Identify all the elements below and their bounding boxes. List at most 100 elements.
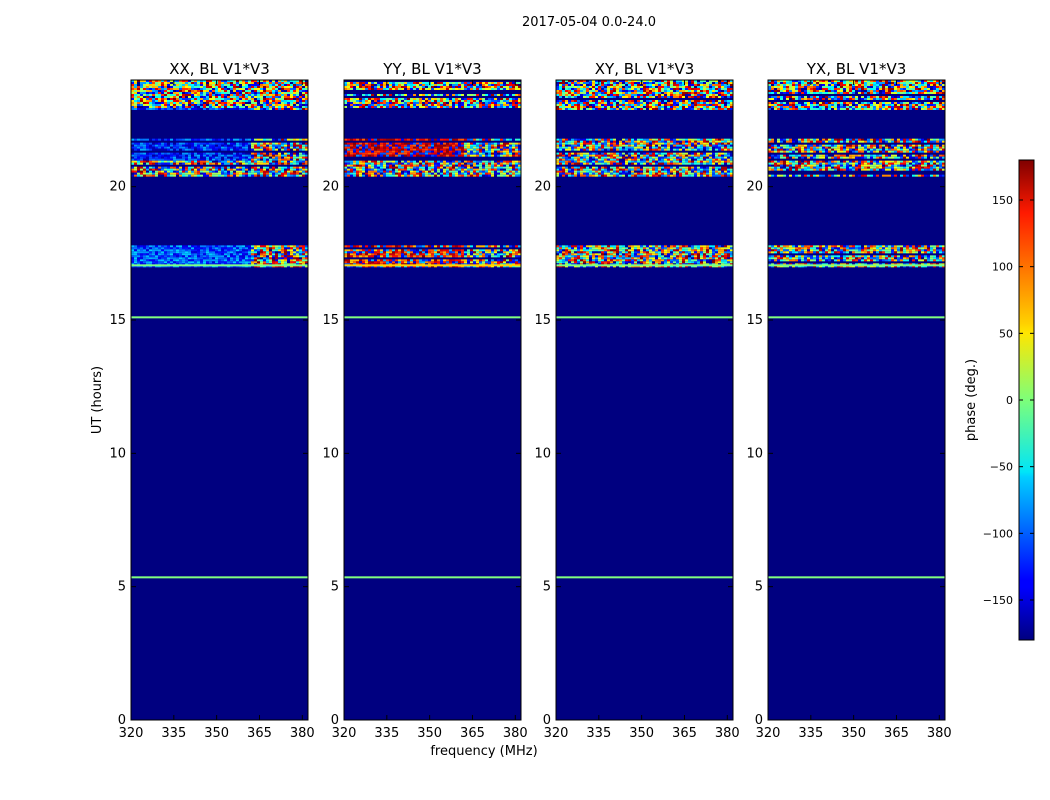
heatmap-cell bbox=[601, 80, 604, 82]
heatmap-cell bbox=[299, 102, 302, 104]
heatmap-cell bbox=[179, 259, 182, 262]
heatmap-cell bbox=[302, 102, 305, 104]
heatmap-cell bbox=[227, 146, 230, 149]
heatmap-cell bbox=[161, 255, 164, 258]
heatmap-cell bbox=[458, 160, 461, 163]
heatmap-cell bbox=[194, 94, 197, 96]
heatmap-cell bbox=[595, 80, 598, 82]
heatmap-cell bbox=[149, 102, 152, 104]
heatmap-cell bbox=[149, 100, 152, 102]
heatmap-cell bbox=[434, 84, 437, 86]
heatmap-cell bbox=[374, 146, 377, 149]
heatmap-cell bbox=[305, 251, 308, 254]
heatmap-cell bbox=[518, 166, 521, 169]
heatmap-cell bbox=[497, 251, 500, 254]
heatmap-cell bbox=[158, 152, 161, 155]
heatmap-cell bbox=[218, 94, 221, 96]
heatmap-cell bbox=[185, 96, 188, 98]
heatmap-cell bbox=[419, 154, 422, 157]
heatmap-cell bbox=[200, 261, 203, 264]
heatmap-cell bbox=[179, 152, 182, 155]
heatmap-cell bbox=[374, 174, 377, 177]
heatmap-cell bbox=[233, 261, 236, 264]
heatmap-cell bbox=[173, 96, 176, 98]
heatmap-cell bbox=[143, 108, 146, 110]
heatmap-cell bbox=[179, 154, 182, 157]
heatmap-cell bbox=[212, 253, 215, 256]
heatmap-cell bbox=[278, 156, 281, 159]
heatmap-cell bbox=[443, 174, 446, 177]
heatmap-cell bbox=[491, 100, 494, 102]
heatmap-cell bbox=[440, 245, 443, 248]
heatmap-cell bbox=[167, 92, 170, 94]
heatmap-cell bbox=[347, 261, 350, 264]
heatmap-cell bbox=[497, 160, 500, 163]
heatmap-cell bbox=[434, 148, 437, 151]
heatmap-cell bbox=[422, 259, 425, 262]
heatmap-cell bbox=[221, 144, 224, 147]
heatmap-cell bbox=[377, 142, 380, 145]
heatmap-cell bbox=[509, 255, 512, 258]
heatmap-cell bbox=[431, 170, 434, 173]
heatmap-cell bbox=[173, 84, 176, 86]
heatmap-cell bbox=[164, 247, 167, 250]
heatmap-cell bbox=[182, 158, 185, 161]
heatmap-cell bbox=[278, 90, 281, 92]
heatmap-cell bbox=[170, 257, 173, 260]
heatmap-cell bbox=[176, 253, 179, 256]
heatmap-cell bbox=[518, 152, 521, 155]
heatmap-cell bbox=[170, 162, 173, 165]
heatmap-cell bbox=[515, 168, 518, 171]
heatmap-cell bbox=[619, 86, 622, 88]
heatmap-cell bbox=[224, 96, 227, 98]
heatmap-cell bbox=[359, 84, 362, 86]
heatmap-cell bbox=[637, 86, 640, 88]
heatmap-cell bbox=[140, 84, 143, 86]
heatmap-cell bbox=[407, 170, 410, 173]
heatmap-cell bbox=[284, 172, 287, 175]
heatmap-cell bbox=[356, 152, 359, 155]
heatmap-cell bbox=[260, 253, 263, 256]
heatmap-cell bbox=[449, 150, 452, 153]
heatmap-cell bbox=[218, 88, 221, 90]
heatmap-cell bbox=[350, 88, 353, 90]
heatmap-cell bbox=[446, 84, 449, 86]
heatmap-cell bbox=[392, 102, 395, 104]
heatmap-cell bbox=[194, 92, 197, 94]
heatmap-cell bbox=[392, 261, 395, 264]
heatmap-cell bbox=[413, 259, 416, 262]
heatmap-cell bbox=[302, 86, 305, 88]
heatmap-cell bbox=[305, 146, 308, 149]
heatmap-cell bbox=[149, 160, 152, 163]
heatmap-cell bbox=[137, 259, 140, 262]
heatmap-cell bbox=[401, 170, 404, 173]
heatmap-cell bbox=[362, 168, 365, 171]
heatmap-cell bbox=[146, 170, 149, 173]
heatmap-cell bbox=[248, 255, 251, 258]
heatmap-cell bbox=[404, 144, 407, 147]
heatmap-cell bbox=[452, 98, 455, 100]
y-tick-label: 0 bbox=[118, 713, 126, 728]
heatmap-cell bbox=[413, 168, 416, 171]
heatmap-cell bbox=[452, 164, 455, 167]
heatmap-cell bbox=[371, 84, 374, 86]
heatmap-cell bbox=[191, 166, 194, 169]
heatmap-cell bbox=[281, 148, 284, 151]
heatmap-cell bbox=[173, 154, 176, 157]
heatmap-cell bbox=[191, 84, 194, 86]
heatmap-cell bbox=[242, 108, 245, 110]
heatmap-cell bbox=[440, 261, 443, 264]
heatmap-cell bbox=[494, 146, 497, 149]
heatmap-cell bbox=[380, 150, 383, 153]
heatmap-cell bbox=[242, 174, 245, 177]
heatmap-cell bbox=[221, 170, 224, 173]
heatmap-cell bbox=[667, 84, 670, 86]
heatmap-cell bbox=[194, 148, 197, 151]
heatmap-cell bbox=[422, 146, 425, 149]
heatmap-cell bbox=[512, 245, 515, 248]
heatmap-cell bbox=[344, 106, 347, 108]
heatmap-cell bbox=[503, 148, 506, 151]
heatmap-cell bbox=[503, 86, 506, 88]
heatmap-cell bbox=[371, 106, 374, 108]
